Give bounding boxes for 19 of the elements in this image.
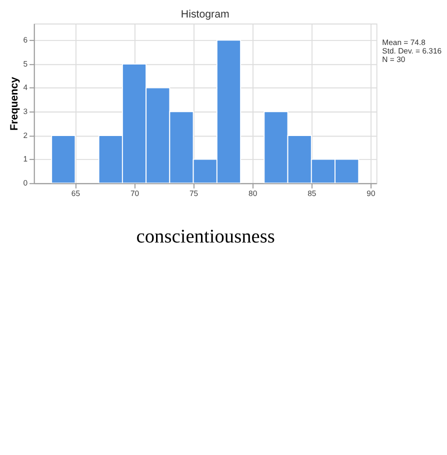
y-tick-label: 5 <box>23 59 28 68</box>
y-tick-label: 2 <box>23 130 28 140</box>
x-tick-label: 75 <box>189 189 198 198</box>
x-tick-label: 65 <box>71 189 80 198</box>
y-tick-label: 1 <box>23 154 28 164</box>
x-tick-label: 70 <box>130 189 140 198</box>
chart-title: Histogram <box>180 8 230 21</box>
y-tick-label: 6 <box>23 36 28 45</box>
text: N = 30 <box>382 55 406 64</box>
text: Mean = 74.8 <box>382 38 426 47</box>
x-tick-label: 85 <box>308 189 316 198</box>
x-tick-label: 80 <box>248 189 258 198</box>
text: Std. Dev. = 6.316 <box>382 46 442 56</box>
x-axis-title: conscientiousness <box>136 226 275 248</box>
y-axis-title: Frequency <box>8 76 20 131</box>
y-tick-label: 3 <box>23 107 28 116</box>
y-tick-label: 0 <box>23 178 28 188</box>
x-tick-label: 90 <box>366 189 376 198</box>
y-tick-label: 4 <box>23 83 28 92</box>
